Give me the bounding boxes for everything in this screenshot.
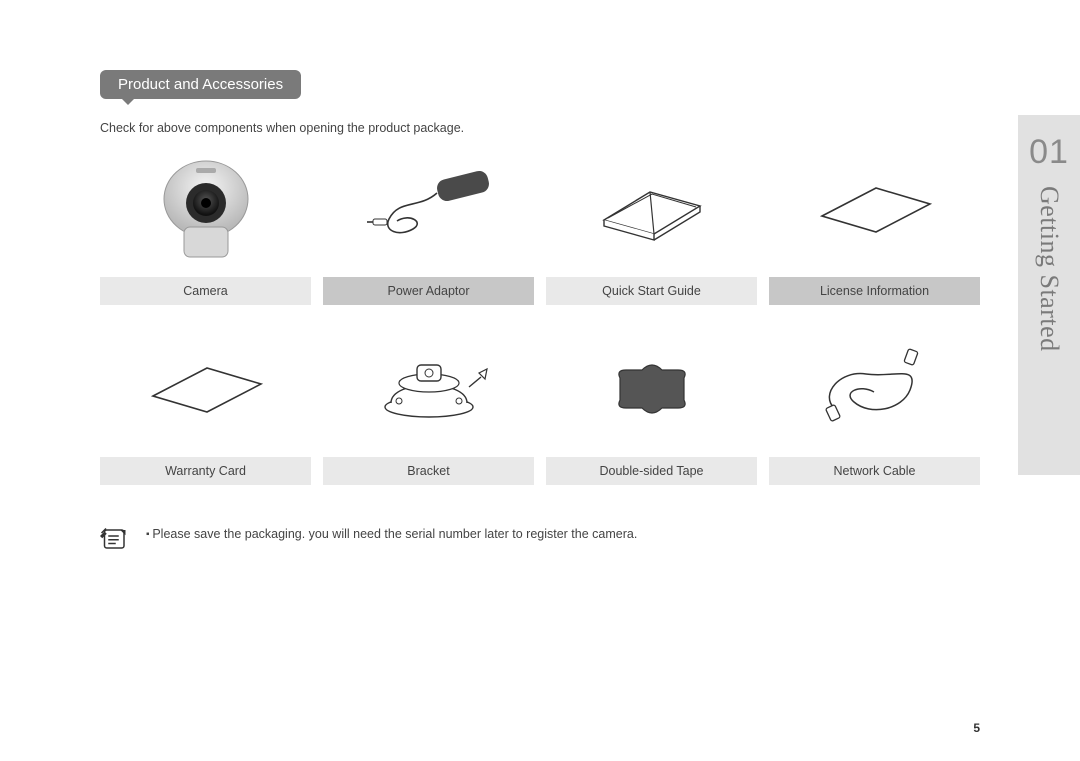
accessory-label: Warranty Card [100,457,311,485]
network-cable-illustration [769,339,980,439]
accessory-label: Network Cable [769,457,980,485]
warranty-card-illustration [100,339,311,439]
note-icon [100,527,130,551]
manual-page: 01 Getting Started Product and Accessori… [0,0,1080,761]
page-number: 5 [973,721,980,735]
power-adaptor-illustration [323,159,534,259]
accessory-cell: Network Cable [769,339,980,485]
accessory-label: License Information [769,277,980,305]
accessory-cell: Power Adaptor [323,159,534,305]
chapter-title: Getting Started [1034,186,1064,352]
accessory-label: Camera [100,277,311,305]
accessory-cell: Bracket [323,339,534,485]
section-heading: Product and Accessories [100,70,301,99]
intro-text: Check for above components when opening … [100,121,980,135]
accessory-cell: Quick Start Guide [546,159,757,305]
note-row: Please save the packaging. you will need… [100,527,980,551]
camera-illustration [100,159,311,259]
double-sided-tape-illustration [546,339,757,439]
accessories-grid: Camera Power Adaptor [100,159,980,485]
license-info-illustration [769,159,980,259]
accessory-label: Bracket [323,457,534,485]
note-text: Please save the packaging. you will need… [146,527,637,541]
accessory-cell: Double-sided Tape [546,339,757,485]
chapter-tab: 01 Getting Started [1018,115,1080,475]
quick-start-guide-illustration [546,159,757,259]
accessory-cell: License Information [769,159,980,305]
bracket-illustration [323,339,534,439]
chapter-number: 01 [1018,133,1080,172]
accessory-label: Double-sided Tape [546,457,757,485]
accessory-label: Power Adaptor [323,277,534,305]
accessory-label: Quick Start Guide [546,277,757,305]
accessory-cell: Camera [100,159,311,305]
accessory-cell: Warranty Card [100,339,311,485]
